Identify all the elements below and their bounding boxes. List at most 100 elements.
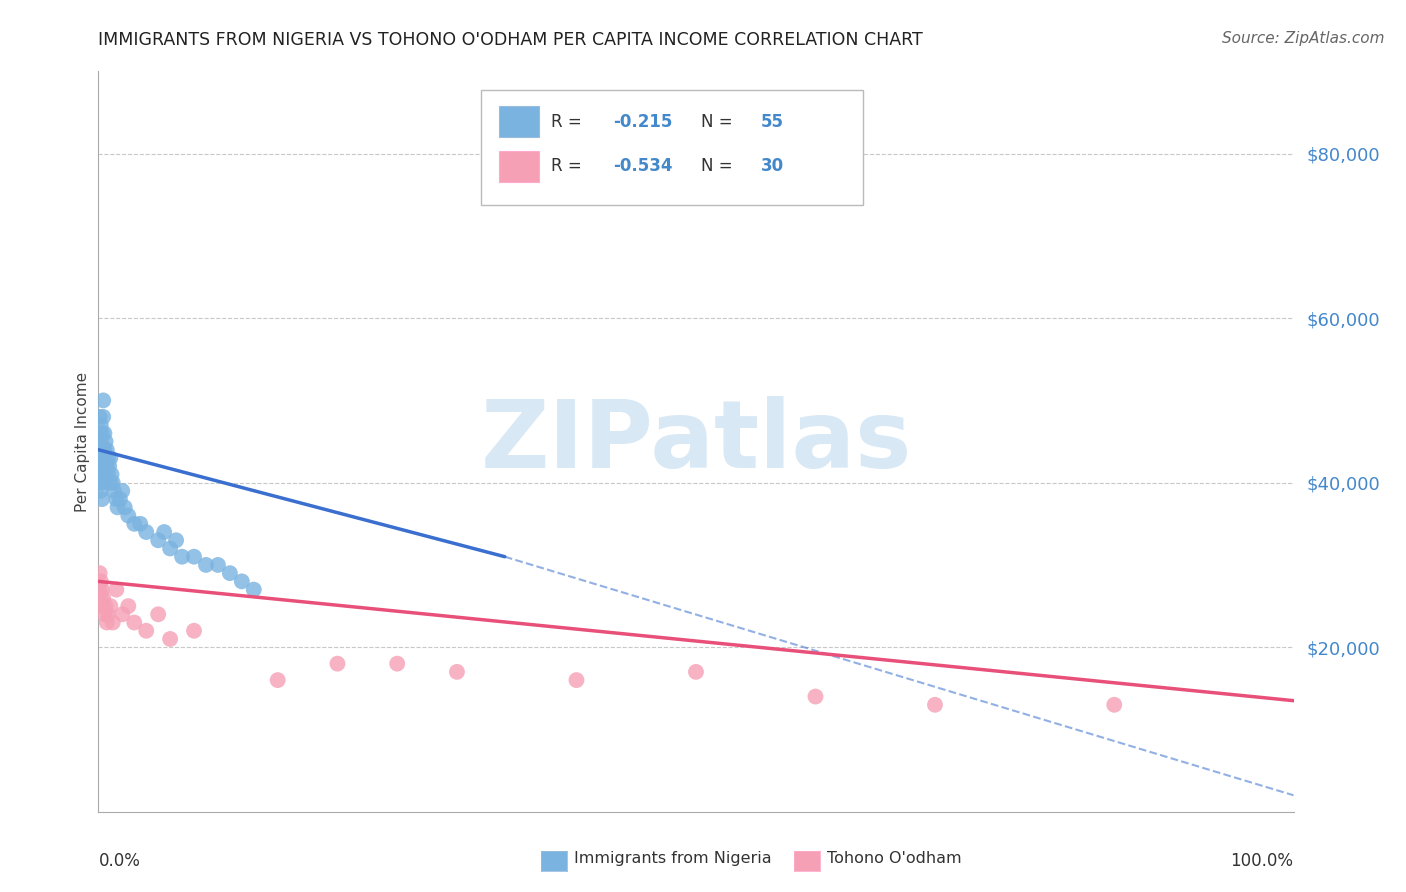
Point	[565, 673, 588, 687]
Point	[243, 582, 266, 597]
Text: N =: N =	[700, 157, 738, 175]
Point	[105, 582, 128, 597]
Text: Immigrants from Nigeria: Immigrants from Nigeria	[574, 851, 772, 865]
Point	[804, 690, 827, 704]
Point	[96, 615, 118, 630]
Point	[91, 492, 114, 507]
Point	[924, 698, 946, 712]
Point	[89, 409, 111, 424]
Text: ZIPatlas: ZIPatlas	[481, 395, 911, 488]
Point	[93, 459, 115, 474]
Point	[326, 657, 349, 671]
Point	[93, 607, 115, 622]
Point	[98, 450, 122, 465]
Text: Source: ZipAtlas.com: Source: ZipAtlas.com	[1222, 31, 1385, 46]
Point	[91, 409, 114, 424]
Point	[231, 574, 253, 589]
Point	[135, 524, 157, 539]
Text: R =: R =	[551, 112, 588, 131]
Point	[89, 566, 111, 581]
Point	[107, 500, 129, 515]
Y-axis label: Per Capita Income: Per Capita Income	[75, 371, 90, 512]
Point	[91, 426, 114, 441]
Point	[172, 549, 194, 564]
Point	[124, 615, 146, 630]
Text: 0.0%: 0.0%	[98, 853, 141, 871]
Point	[94, 434, 117, 449]
Point	[129, 516, 152, 531]
Point	[90, 434, 112, 449]
Point	[148, 533, 170, 548]
Point	[117, 508, 139, 523]
Point	[91, 459, 114, 474]
Point	[135, 624, 157, 638]
Text: -0.534: -0.534	[613, 157, 673, 175]
Point	[111, 607, 134, 622]
Point	[90, 574, 112, 589]
Point	[89, 426, 111, 441]
Point	[446, 665, 468, 679]
Point	[94, 599, 117, 613]
Point	[124, 516, 146, 531]
Point	[91, 467, 114, 482]
Point	[91, 442, 114, 457]
Point	[91, 442, 114, 457]
Point	[90, 475, 112, 490]
Point	[165, 533, 187, 548]
Point	[101, 475, 124, 490]
Point	[108, 492, 131, 507]
Point	[1104, 698, 1126, 712]
Point	[89, 467, 111, 482]
Point	[90, 483, 112, 498]
Point	[90, 591, 112, 605]
Text: IMMIGRANTS FROM NIGERIA VS TOHONO O'ODHAM PER CAPITA INCOME CORRELATION CHART: IMMIGRANTS FROM NIGERIA VS TOHONO O'ODHA…	[98, 31, 924, 49]
Text: N =: N =	[700, 112, 738, 131]
Text: 30: 30	[761, 157, 783, 175]
Point	[91, 599, 114, 613]
Point	[91, 582, 114, 597]
Point	[105, 492, 128, 507]
Point	[183, 549, 205, 564]
Point	[159, 541, 181, 556]
Text: Tohono O'odham: Tohono O'odham	[827, 851, 962, 865]
Point	[103, 483, 125, 498]
Point	[385, 657, 409, 671]
Point	[117, 599, 139, 613]
Point	[207, 558, 229, 572]
Point	[91, 475, 114, 490]
Text: -0.215: -0.215	[613, 112, 673, 131]
Point	[98, 599, 122, 613]
Point	[96, 442, 118, 457]
Point	[97, 467, 120, 482]
Point	[100, 467, 122, 482]
Point	[97, 450, 120, 465]
Text: R =: R =	[551, 157, 588, 175]
Point	[98, 459, 121, 474]
Text: 55: 55	[761, 112, 783, 131]
Point	[219, 566, 242, 581]
Point	[98, 475, 122, 490]
Point	[89, 442, 111, 457]
Point	[159, 632, 181, 646]
Point	[101, 615, 124, 630]
Point	[90, 459, 112, 474]
Point	[183, 624, 205, 638]
Point	[153, 524, 176, 539]
Point	[685, 665, 707, 679]
Point	[94, 450, 117, 465]
Point	[91, 393, 114, 408]
Text: 100.0%: 100.0%	[1230, 853, 1294, 871]
Point	[114, 500, 136, 515]
FancyBboxPatch shape	[499, 151, 540, 182]
Point	[96, 459, 118, 474]
Point	[89, 582, 111, 597]
FancyBboxPatch shape	[481, 90, 863, 204]
Point	[148, 607, 170, 622]
Point	[91, 591, 114, 605]
Point	[97, 607, 120, 622]
Point	[90, 450, 112, 465]
Point	[93, 442, 115, 457]
Point	[93, 426, 115, 441]
Point	[90, 418, 112, 433]
Point	[89, 450, 111, 465]
